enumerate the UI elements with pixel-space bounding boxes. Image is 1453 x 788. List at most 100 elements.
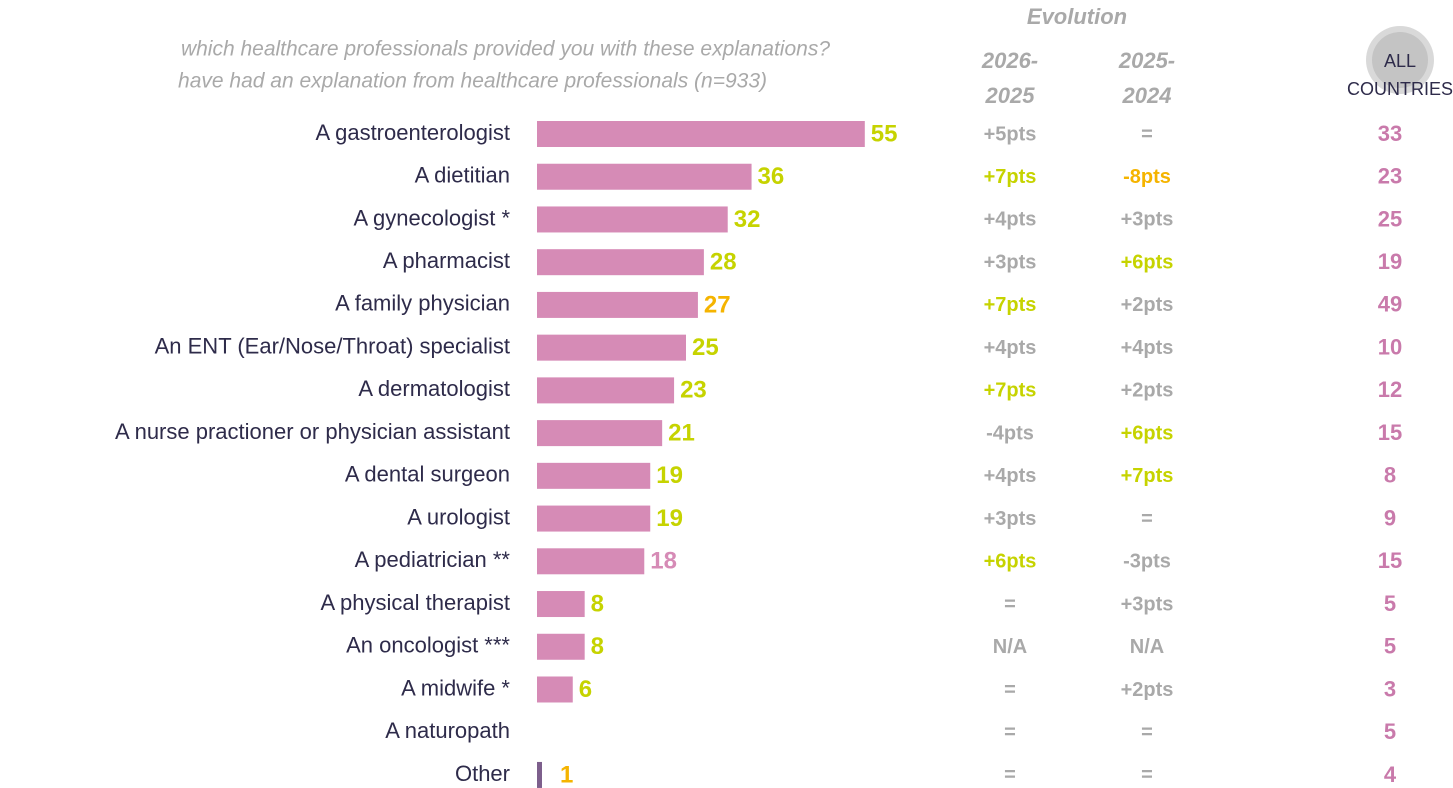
evolution-value: = [1004, 722, 1016, 744]
category-label: A dermatologist [358, 376, 510, 401]
evolution-value: +3pts [1121, 209, 1174, 231]
evolution-value: +2pts [1121, 294, 1174, 316]
bar [537, 291, 698, 318]
evolution-value: +5pts [984, 123, 1037, 145]
column-header: 2026- [981, 48, 1038, 73]
evolution-value: = [1141, 123, 1153, 145]
evolution-value: +7pts [1121, 465, 1174, 487]
category-label: An ENT (Ear/Nose/Throat) specialist [155, 333, 510, 358]
value-label: 55 [871, 120, 898, 147]
evolution-value: N/A [1130, 636, 1164, 658]
value-label: 21 [668, 419, 695, 446]
column-header: 2024 [1122, 83, 1172, 108]
evolution-value: +3pts [1121, 593, 1174, 615]
bar [537, 676, 573, 703]
all-countries-header: COUNTRIES [1347, 79, 1453, 99]
category-label: A urologist [407, 504, 510, 529]
value-label: 18 [650, 548, 677, 575]
value-label: 19 [656, 462, 683, 489]
value-label: 32 [734, 206, 761, 233]
value-label: 8 [591, 633, 604, 660]
evolution-title: Evolution [1027, 4, 1127, 29]
all-countries-value: 9 [1384, 505, 1396, 530]
value-label: 36 [758, 163, 785, 190]
bar [537, 591, 585, 618]
value-label: 8 [591, 590, 604, 617]
bar [537, 206, 728, 233]
all-countries-value: 5 [1384, 591, 1396, 616]
all-countries-value: 10 [1378, 334, 1402, 359]
category-label: Other [455, 761, 510, 786]
category-label: A dietitian [415, 163, 510, 188]
evolution-value: = [1004, 593, 1016, 615]
all-countries-value: 3 [1384, 676, 1396, 701]
category-label: A nurse practioner or physician assistan… [115, 419, 510, 444]
value-label: 25 [692, 334, 719, 361]
all-countries-value: 15 [1378, 548, 1402, 573]
category-label: A dental surgeon [345, 462, 510, 487]
evolution-value: = [1004, 679, 1016, 701]
evolution-value: +2pts [1121, 380, 1174, 402]
bar [537, 334, 686, 361]
all-countries-value: 33 [1378, 121, 1402, 146]
all-countries-value: 8 [1384, 463, 1396, 488]
value-label: 6 [579, 676, 592, 703]
category-label: A family physician [335, 291, 510, 316]
evolution-value: +7pts [984, 294, 1037, 316]
bar [537, 249, 704, 276]
evolution-value: = [1141, 722, 1153, 744]
evolution-value: -3pts [1123, 551, 1171, 573]
category-label: A pharmacist [383, 248, 510, 273]
category-label: A physical therapist [320, 590, 510, 615]
all-countries-value: 12 [1378, 377, 1402, 402]
bar [537, 420, 663, 447]
evolution-value: = [1004, 764, 1016, 786]
evolution-value: +3pts [984, 508, 1037, 530]
bar [537, 121, 865, 147]
evolution-value: = [1141, 508, 1153, 530]
value-label: 27 [704, 291, 731, 318]
category-label: An oncologist *** [346, 633, 510, 658]
evolution-value: +4pts [984, 337, 1037, 359]
all-countries-value: 19 [1378, 249, 1402, 274]
all-countries-value: 25 [1378, 206, 1402, 231]
bar [537, 377, 675, 404]
evolution-value: +6pts [984, 551, 1037, 573]
bar [537, 505, 651, 532]
category-label: A gastroenterologist [316, 120, 510, 145]
question-line: which healthcare professionals provided … [181, 38, 830, 61]
category-label: A midwife * [401, 675, 510, 700]
category-label: A naturopath [385, 718, 510, 743]
all-countries-header: ALL [1384, 51, 1416, 71]
evolution-value: -4pts [986, 422, 1034, 444]
evolution-value: +7pts [984, 380, 1037, 402]
evolution-value: +2pts [1121, 679, 1174, 701]
evolution-value: +6pts [1121, 251, 1174, 273]
question-line: have had an explanation from healthcare … [178, 70, 767, 93]
all-countries-value: 23 [1378, 164, 1402, 189]
column-header: 2025- [1118, 48, 1175, 73]
category-label: A gynecologist * [353, 205, 510, 230]
all-countries-value: 5 [1384, 634, 1396, 659]
value-label: 1 [560, 761, 573, 788]
all-countries-value: 5 [1384, 719, 1396, 744]
column-header: 2025 [985, 83, 1036, 108]
value-label: 28 [710, 249, 737, 276]
evolution-value: = [1141, 764, 1153, 786]
all-countries-value: 4 [1384, 762, 1397, 787]
all-countries-value: 15 [1378, 420, 1402, 445]
value-label: 23 [680, 377, 707, 404]
evolution-value: +4pts [1121, 337, 1174, 359]
bar [537, 548, 645, 575]
evolution-value: -8pts [1123, 166, 1171, 188]
category-label: A pediatrician ** [355, 547, 511, 572]
bar [537, 163, 752, 190]
globe-icon [1372, 32, 1428, 88]
evolution-value: +4pts [984, 465, 1037, 487]
value-label: 19 [656, 505, 683, 532]
all-countries-value: 49 [1378, 292, 1402, 317]
evolution-value: +6pts [1121, 422, 1174, 444]
bar [537, 633, 585, 660]
evolution-value: +4pts [984, 209, 1037, 231]
